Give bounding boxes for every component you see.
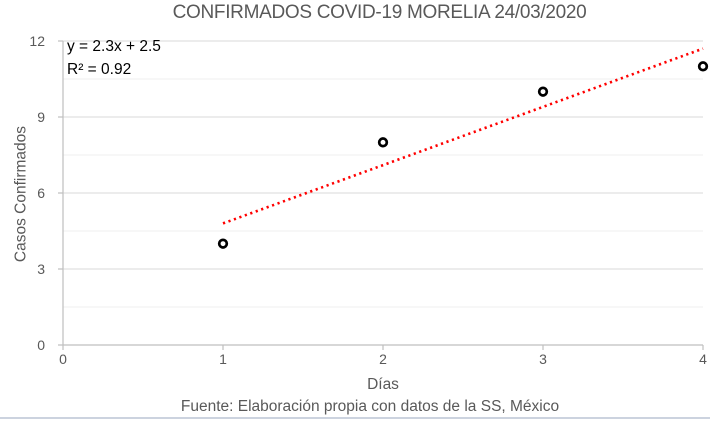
y-tick-label: 0 (37, 337, 45, 353)
x-tick-label: 0 (59, 351, 67, 367)
data-point (377, 137, 389, 148)
y-tick-label: 3 (37, 261, 45, 277)
y-tick-label: 12 (29, 33, 45, 49)
data-point (697, 61, 709, 72)
bottom-border (0, 417, 710, 419)
x-tick-label: 3 (539, 351, 547, 367)
trendline-equation: y = 2.3x + 2.5 (67, 38, 161, 55)
y-tick-label: 6 (37, 185, 45, 201)
data-point (217, 238, 229, 249)
trendline-annotation: y = 2.3x + 2.5 R² = 0.92 (67, 35, 161, 81)
chart-title: CONFIRMADOS COVID-19 MORELIA 24/03/2020 (172, 2, 587, 23)
x-tick-label: 4 (699, 351, 707, 367)
data-point (537, 86, 549, 97)
x-axis-title: Días (367, 376, 399, 393)
x-tick-label: 2 (379, 351, 387, 367)
source-caption: Fuente: Elaboración propia con datos de … (180, 398, 560, 415)
y-tick-label: 9 (37, 109, 45, 125)
trendline (222, 47, 704, 225)
r-squared-value: R² = 0.92 (67, 61, 132, 78)
x-tick-label: 1 (219, 351, 227, 367)
